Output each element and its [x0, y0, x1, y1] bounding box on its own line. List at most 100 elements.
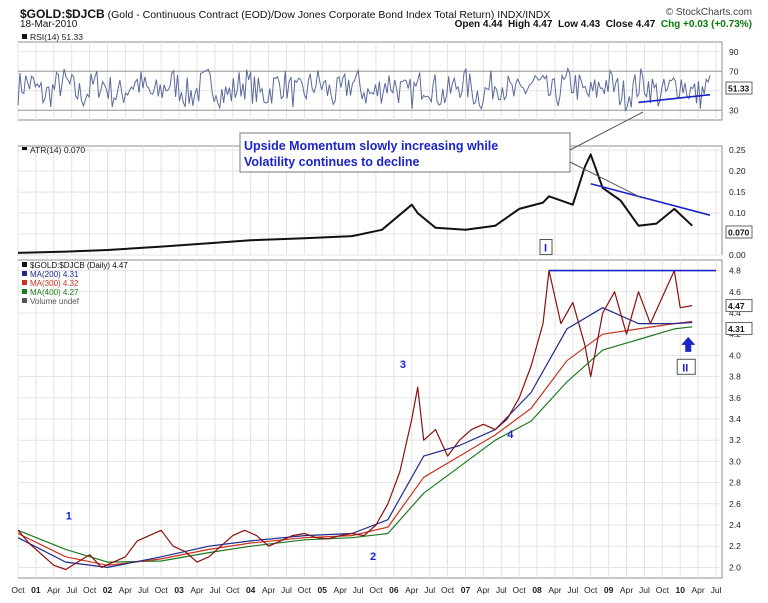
x-tick-label: Jul [66, 585, 77, 595]
x-tick-label: Jul [496, 585, 507, 595]
x-tick-label: Oct [155, 585, 169, 595]
rsi-legend-swatch [22, 34, 27, 39]
ohlc-readout: Open 4.44 High 4.47 Low 4.43 Close 4.47 … [455, 19, 752, 30]
rsi-legend: RSI(14) 51.33 [30, 32, 83, 42]
price-legend-entry: MA(300) 4.32 [30, 279, 79, 288]
price-last-value: 4.47 [728, 301, 745, 311]
rsi-last-value-box [725, 81, 753, 95]
y-tick-label: 3.6 [729, 393, 741, 403]
y-tick-label: 3.8 [729, 372, 741, 382]
open-value: Open 4.44 [454, 19, 503, 30]
rsi-last-value: 51.33 [728, 84, 750, 94]
atr-legend: ATR(14) 0.070 [30, 145, 85, 155]
atr-last-value-box [725, 225, 753, 239]
x-tick-label: Jul [639, 585, 650, 595]
up-arrow-icon [681, 336, 696, 352]
rsi-trendline [638, 93, 711, 104]
x-tick-label: Oct [11, 585, 25, 595]
panel-frames [17, 41, 723, 579]
annotation-line-1: Upside Momentum slowly increasing while [244, 139, 498, 153]
y-tick-label: 2.2 [729, 541, 741, 551]
low-value: Low 4.43 [557, 19, 601, 30]
x-tick-label: Apr [334, 585, 347, 595]
annotation-box [239, 132, 571, 173]
y-tick-label: 0.20 [729, 166, 746, 176]
high-value: High 4.47 [507, 19, 553, 30]
x-tick-label: Apr [262, 585, 275, 595]
price-legend-entry: Volume undef [30, 297, 80, 306]
y-tick-label: 70 [729, 66, 739, 76]
x-tick-label: 05 [318, 585, 328, 595]
y-tick-label: 2.0 [729, 562, 741, 572]
x-tick-label: Oct [298, 585, 312, 595]
x-tick-label: Apr [548, 585, 561, 595]
x-tick-label: Jul [567, 585, 578, 595]
atr-legend-swatch [22, 147, 27, 150]
x-tick-label: Apr [692, 585, 705, 595]
x-tick-label: Apr [620, 585, 633, 595]
x-tick-label: Jul [138, 585, 149, 595]
symbol-description: (Gold - Continuous Contract (EOD)/Dow Jo… [107, 9, 495, 21]
x-tick-label: Apr [190, 585, 203, 595]
y-tick-label: 3.0 [729, 456, 741, 466]
y-tick-label: 4.6 [729, 287, 741, 297]
wave-label: 4 [507, 429, 514, 441]
chart-title: $GOLD:$DJCB (Gold - Continuous Contract … [20, 7, 550, 21]
x-tick-label: Apr [119, 585, 132, 595]
price-line [17, 270, 693, 571]
change-value: Chg +0.03 (+0.73%) [660, 19, 752, 30]
exchange: INDX/INDX [497, 9, 551, 21]
wave-label: 2 [370, 551, 376, 563]
x-tick-label: 06 [389, 585, 399, 595]
x-tick-label: Apr [477, 585, 490, 595]
atr-trendline [590, 182, 711, 216]
copyright: © StockCharts.com [665, 7, 752, 18]
price-legend-entry: MA(400) 4.27 [30, 288, 79, 297]
price-legend-swatch [22, 289, 27, 294]
close-value: Close 4.47 [605, 19, 656, 30]
y-tick-label: 4.8 [729, 266, 741, 276]
y-tick-label: 3.2 [729, 435, 741, 445]
price-last-value-box [725, 299, 753, 313]
x-tick-label: Oct [226, 585, 240, 595]
symbol: $GOLD:$DJCB [20, 7, 105, 21]
y-tick-label: 2.8 [729, 478, 741, 488]
price-legend-entry: MA(200) 4.31 [30, 270, 79, 279]
x-tick-label: Jul [209, 585, 220, 595]
x-tick-label: Jul [353, 585, 364, 595]
x-tick-label: 01 [31, 585, 41, 595]
y-tick-label: 2.4 [729, 520, 741, 530]
y-tick-label: 2.6 [729, 499, 741, 509]
x-tick-label: 07 [461, 585, 471, 595]
boxed-label: II [682, 362, 688, 374]
overlay-layer: Upside Momentum slowly increasing while V… [66, 93, 717, 563]
x-tick-label: 09 [604, 585, 614, 595]
price-legend-entry: $GOLD:$DJCB (Daily) 4.47 [30, 261, 128, 270]
y-tick-label: 0.00 [729, 250, 746, 260]
x-tick-label: 04 [246, 585, 256, 595]
x-tick-label: Oct [513, 585, 527, 595]
ma-last-value-box [725, 322, 753, 336]
x-tick-label: Oct [656, 585, 670, 595]
atr-last-value: 0.070 [728, 228, 750, 238]
wave-label: 1 [66, 511, 72, 523]
ma400-line [17, 326, 693, 563]
x-tick-label: Oct [369, 585, 383, 595]
ma300-line [17, 320, 693, 566]
price-legend-swatch [22, 262, 27, 267]
annotation-pointer [569, 111, 644, 151]
y-tick-label: 90 [729, 47, 739, 57]
x-tick-label: Jul [711, 585, 722, 595]
x-tick-label: Jul [424, 585, 435, 595]
y-tick-label: 4.4 [729, 308, 741, 318]
y-tick-label: 30 [729, 105, 739, 115]
x-tick-label: 10 [676, 585, 686, 595]
x-tick-label: Oct [441, 585, 455, 595]
price-legend-swatch [22, 271, 27, 276]
x-tick-label: 03 [174, 585, 184, 595]
y-tick-label: 0.10 [729, 208, 746, 218]
boxed-label-frame [539, 239, 553, 256]
price-legend-swatch [22, 298, 27, 303]
y-tick-label: 3.4 [729, 414, 741, 424]
